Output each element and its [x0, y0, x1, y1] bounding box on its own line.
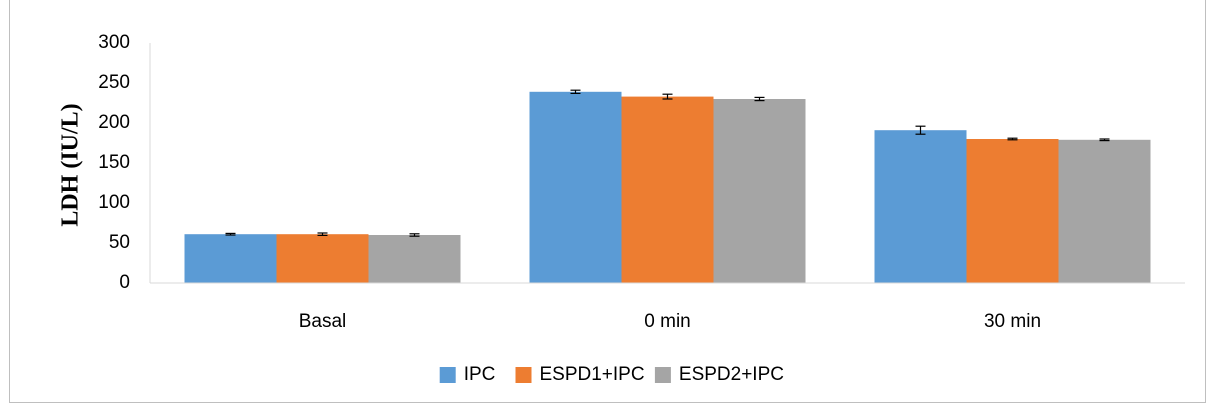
legend-label: ESPD1+IPC [540, 364, 645, 385]
bar [874, 130, 967, 283]
y-tick-label: 200 [98, 112, 130, 133]
bar-series [184, 91, 1151, 283]
x-tick-label: 0 min [644, 311, 690, 332]
y-axis-label: LDH (IU/L) [58, 103, 84, 226]
y-tick-label: 250 [98, 72, 130, 93]
legend: IPC ESPD1+IPC ESPD2+IPC [439, 364, 784, 385]
bar [621, 96, 714, 283]
y-tick-label: 0 [119, 272, 130, 293]
chart-frame [9, 0, 1206, 403]
x-tick-label: 30 min [984, 311, 1041, 332]
legend-label: ESPD2+IPC [679, 364, 784, 385]
error-bars [225, 89, 1110, 237]
y-tick-label: 100 [98, 192, 130, 213]
bar [184, 234, 277, 283]
bar [276, 234, 369, 283]
bar [713, 99, 806, 283]
legend-label: IPC [464, 364, 496, 385]
bar [966, 139, 1059, 283]
legend-item: ESPD1+IPC [515, 364, 645, 385]
legend-item: IPC [439, 364, 496, 385]
y-tick-label: 50 [109, 232, 130, 253]
legend-swatch [515, 367, 532, 383]
bar [368, 235, 461, 283]
bar [529, 91, 622, 283]
legend-swatch [654, 367, 671, 383]
y-tick-label: 150 [98, 152, 130, 173]
legend-item: ESPD2+IPC [654, 364, 784, 385]
x-tick-label: Basal [299, 311, 347, 332]
bar [1058, 139, 1151, 283]
x-axis-ticks: Basal 0 min 30 min [299, 311, 1041, 332]
legend-swatch [439, 367, 456, 383]
y-axis-ticks: 0 50 100 150 200 250 300 [98, 32, 130, 293]
y-tick-label: 300 [98, 32, 130, 53]
